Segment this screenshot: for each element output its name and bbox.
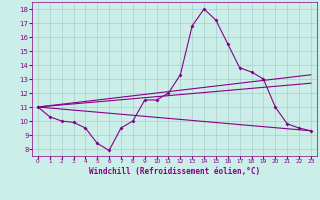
X-axis label: Windchill (Refroidissement éolien,°C): Windchill (Refroidissement éolien,°C) bbox=[89, 167, 260, 176]
